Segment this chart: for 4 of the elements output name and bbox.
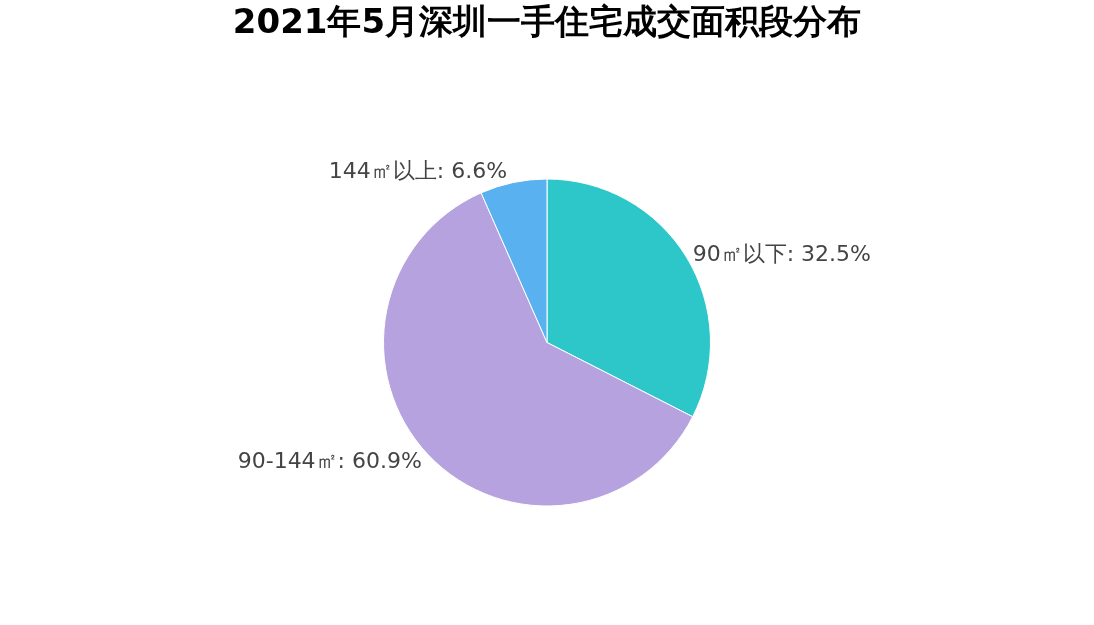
- slice-label: 144㎡以上: 6.6%: [328, 158, 508, 184]
- slice-label: 90㎡以下: 32.5%: [692, 241, 871, 267]
- chart-title: 2021年5月深圳一手住宅成交面积段分布: [232, 1, 862, 42]
- slice-label: 90-144㎡: 60.9%: [237, 448, 422, 474]
